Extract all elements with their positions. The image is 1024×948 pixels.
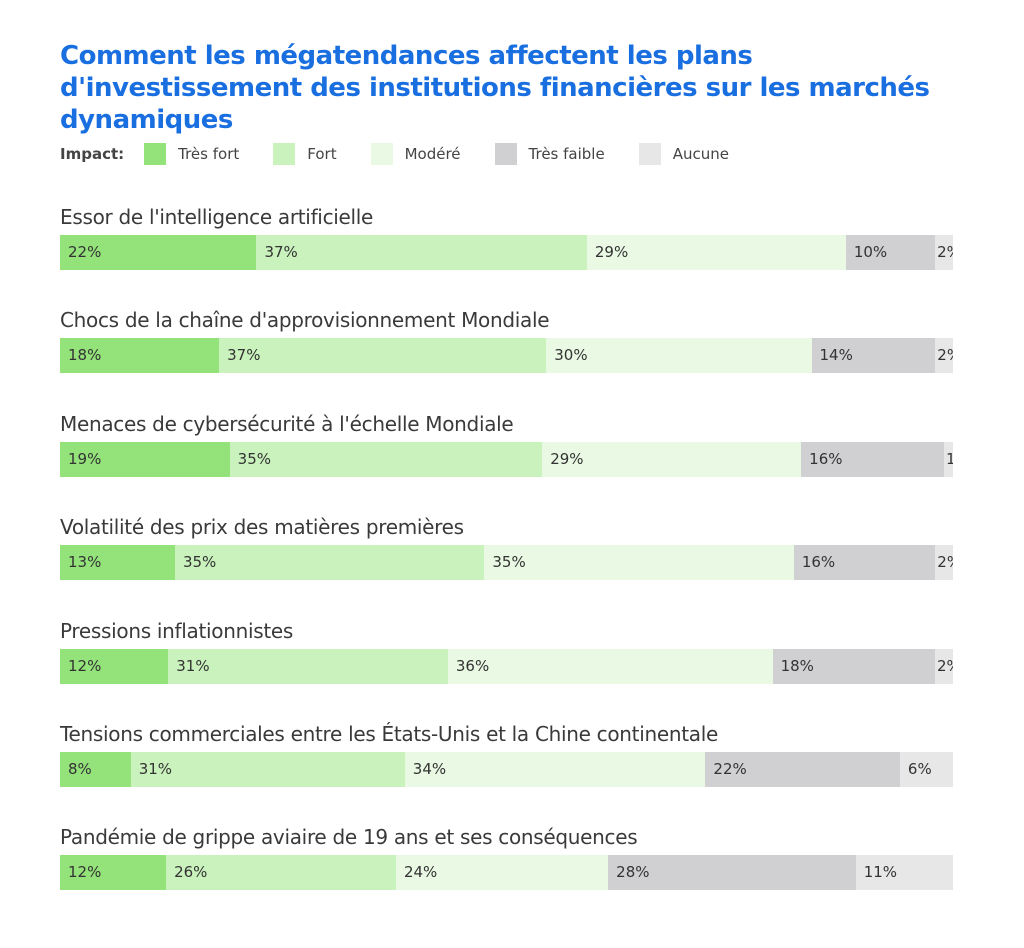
legend-swatch [370,143,393,165]
bar-segment-très-faible: 16% [793,545,936,581]
legend-entry: Modéré [404,145,461,163]
bar-row: Menaces de cybersécurité à l'échelle Mon… [60,410,953,477]
bar-segment-fort: 26% [166,855,396,891]
stacked-bar: 18%37%30%14%2% [60,338,953,374]
stacked-bar: 22%37%29%10%2% [60,235,953,270]
bar-segment-très-fort: 8% [60,752,131,787]
bar-segment-aucune: 6% [899,752,953,787]
bar-segment-très-faible: 10% [845,235,936,270]
bar-segment-fort: 37% [219,338,547,374]
bar-segment-modéré: 36% [447,648,773,684]
category-label: Volatilité des prix des matières premièr… [60,515,464,540]
legend-entry: Aucune [672,145,729,163]
legend-entry: Très faible [528,145,605,163]
bar-segment-très-faible: 22% [705,752,900,787]
bar-segment-modéré: 34% [404,752,706,787]
stacked-bar: 12% 26% 24% 28% 11% [60,855,953,891]
bar-segment-aucune: 1% [944,441,953,477]
bar-segment-modéré: 30% [546,338,812,374]
bar-segment-très-fort: 13% [60,545,175,581]
category-label: Pandémie de grippe aviaire de 19 ans et … [60,825,638,850]
bar-segment-très-faible: 28% [608,855,856,891]
bar-row: Pressions inflationnistes 12%31%36%18%2% [60,617,953,684]
bar-segment-très-fort: 12% [60,855,167,891]
bar-segment-modéré: 24% [395,855,609,891]
bar-segment-très-faible: 18% [772,648,935,684]
legend-label: Impact: [60,145,125,163]
category-label: Essor de l'intelligence artificielle [60,205,374,229]
legend-swatch [273,143,296,165]
bar-segment-aucune: 2% [934,648,953,684]
chart-title: Comment les mégatendances affectent les … [60,41,930,135]
stacked-bar: 19%35%29%16%1% [60,441,953,477]
stacked-bar: 12%31%36%18%2% [60,648,953,684]
legend-swatch [494,143,517,165]
bar-row: Pandémie de grippe aviaire de 19 ans et … [60,823,953,891]
bar-segment-très-fort: 22% [60,235,257,270]
category-label: Chocs de la chaîne d'approvisionnement M… [60,308,550,333]
bar-segment-fort: 37% [256,235,587,270]
bar-segment-très-faible: 16% [801,441,945,477]
legend-entry: Très fort [178,145,240,163]
bar-segment-aucune: 2% [935,338,953,374]
legend-swatch [144,143,167,165]
stacked-bar: 13%35%35%16%2% [60,545,953,581]
bar-row: Essor de l'intelligence artificielle 22% 3… [60,203,953,270]
legend: Impact: Très fort Fort Modéré Très faible Au… [60,142,763,166]
bar-segment-fort: 35% [229,441,543,477]
bar-segment-très-fort: 18% [60,338,220,374]
bar-segment-fort: 31% [168,648,448,684]
bar-row: Volatilité des prix des matières premièr… [60,513,953,581]
bar-segment-très-fort: 12% [60,648,169,684]
category-label: Menaces de cybersécurité à l'échelle Mon… [60,411,514,436]
stacked-bar: 8% 31% 34% 22% 6% [60,752,953,787]
bar-segment-modéré: 29% [542,441,802,477]
bar-segment-fort: 35% [174,545,485,581]
bar-segment-aucune: 11% [855,855,953,891]
bar-segment-aucune: 2% [935,235,953,270]
bar-segment-très-faible: 14% [811,338,936,374]
bar-segment-modéré: 35% [484,545,794,581]
bar-row: Tensions commerciales entre les États-Un… [60,720,953,787]
legend-swatch [638,143,661,165]
bar-segment-très-fort: 19% [60,441,230,477]
legend-entry: Fort [307,145,337,163]
category-label: Pressions inflationnistes [60,618,293,643]
bar-segment-fort: 31% [130,752,405,787]
bar-segment-aucune: 2% [935,545,953,581]
category-label: Tensions commerciales entre les États-Un… [60,722,718,746]
bar-segment-modéré: 29% [586,235,846,270]
bar-row: Chocs de la chaîne d'approvisionnement M… [60,306,953,374]
